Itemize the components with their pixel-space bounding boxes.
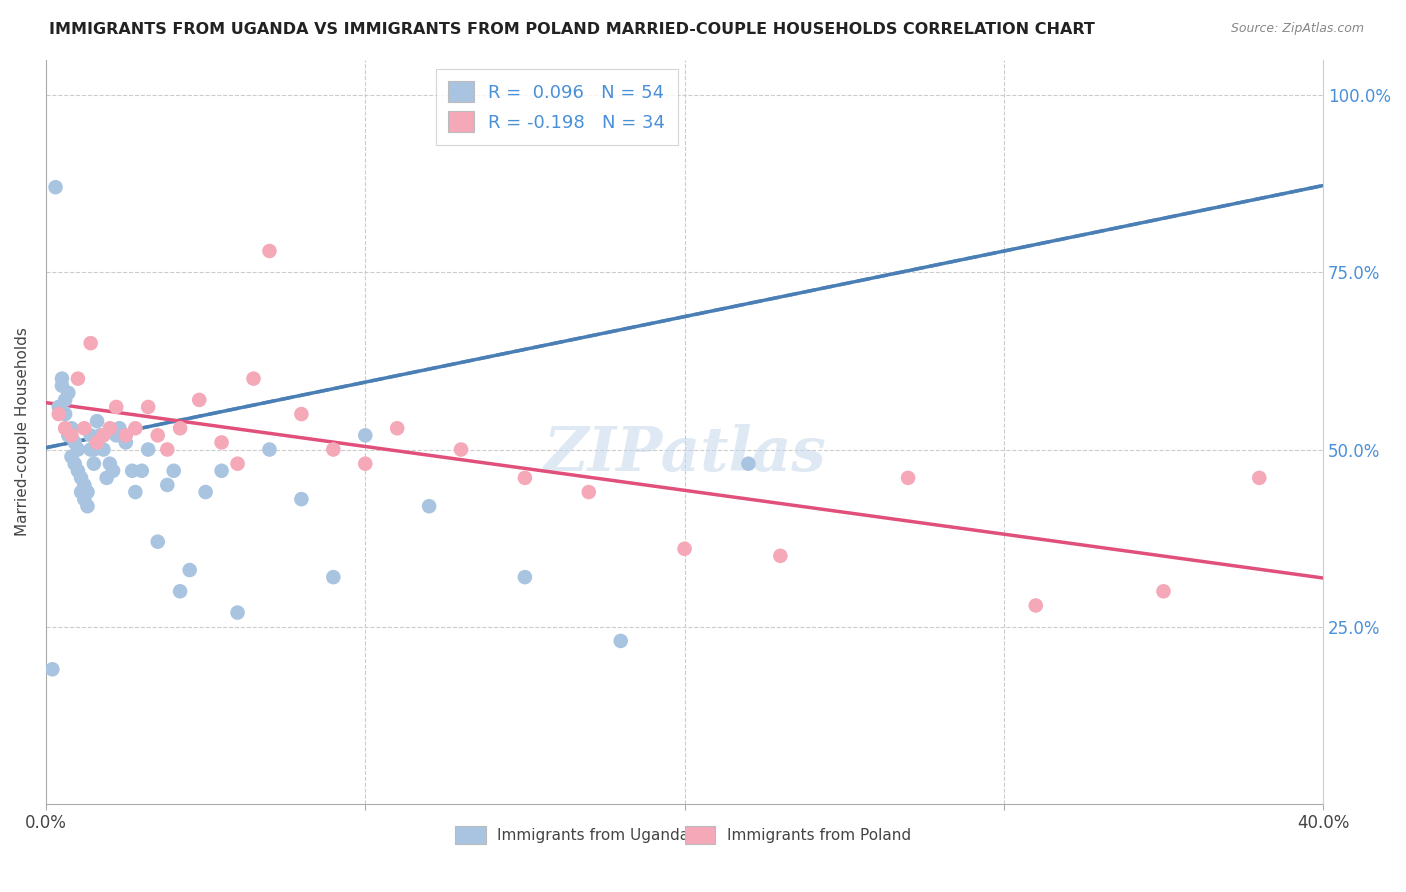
Point xyxy=(354,428,377,442)
Point xyxy=(60,421,83,435)
Point xyxy=(290,492,312,507)
Point xyxy=(609,634,631,648)
Point xyxy=(60,450,83,464)
Point xyxy=(86,414,108,428)
Point xyxy=(48,400,70,414)
Point xyxy=(58,385,80,400)
Point xyxy=(1153,584,1175,599)
Point xyxy=(51,371,73,385)
Point xyxy=(79,336,101,351)
Point xyxy=(194,485,217,500)
Point xyxy=(108,421,131,435)
Point xyxy=(121,464,143,478)
Point xyxy=(226,457,249,471)
Point xyxy=(93,428,115,442)
Legend: R =  0.096   N = 54, R = -0.198   N = 34: R = 0.096 N = 54, R = -0.198 N = 34 xyxy=(436,69,678,145)
Point xyxy=(211,464,233,478)
Point xyxy=(83,442,105,457)
Text: Immigrants from Uganda: Immigrants from Uganda xyxy=(496,828,689,843)
Point xyxy=(513,471,536,485)
Point xyxy=(188,392,211,407)
Text: ZIPatlas: ZIPatlas xyxy=(543,424,825,484)
Point xyxy=(769,549,792,563)
Point xyxy=(66,442,89,457)
Point xyxy=(169,421,191,435)
Point xyxy=(179,563,201,577)
Point xyxy=(63,457,86,471)
Point xyxy=(385,421,408,435)
Text: Immigrants from Poland: Immigrants from Poland xyxy=(727,828,911,843)
Point xyxy=(105,428,128,442)
Point xyxy=(70,471,93,485)
Point xyxy=(156,478,179,492)
Point xyxy=(114,435,136,450)
Point xyxy=(73,421,96,435)
Point xyxy=(66,371,89,385)
Y-axis label: Married-couple Households: Married-couple Households xyxy=(15,327,30,536)
Point xyxy=(322,442,344,457)
Point xyxy=(96,471,118,485)
Point xyxy=(737,457,759,471)
Point xyxy=(48,407,70,421)
Point xyxy=(98,421,121,435)
Point xyxy=(211,435,233,450)
Point xyxy=(673,541,696,556)
Point xyxy=(45,180,67,194)
Point xyxy=(60,428,83,442)
Point xyxy=(450,442,472,457)
Point xyxy=(259,442,281,457)
Point xyxy=(53,407,76,421)
Point xyxy=(93,442,115,457)
Point xyxy=(53,392,76,407)
Point xyxy=(322,570,344,584)
Point xyxy=(70,485,93,500)
Point xyxy=(58,428,80,442)
Point xyxy=(53,421,76,435)
Point xyxy=(79,442,101,457)
Point xyxy=(73,478,96,492)
Point xyxy=(76,500,98,514)
Point xyxy=(63,435,86,450)
Point xyxy=(513,570,536,584)
Text: Source: ZipAtlas.com: Source: ZipAtlas.com xyxy=(1230,22,1364,36)
Point xyxy=(124,421,146,435)
Point xyxy=(259,244,281,258)
Point xyxy=(89,428,111,442)
Point xyxy=(136,400,159,414)
Point xyxy=(242,371,264,385)
Point xyxy=(98,457,121,471)
Point xyxy=(79,428,101,442)
Point xyxy=(83,457,105,471)
Point xyxy=(290,407,312,421)
Point xyxy=(51,378,73,392)
Point xyxy=(146,534,169,549)
Point xyxy=(1249,471,1271,485)
Point xyxy=(76,485,98,500)
Point xyxy=(105,400,128,414)
Point xyxy=(156,442,179,457)
Point xyxy=(578,485,600,500)
Point xyxy=(66,464,89,478)
Point xyxy=(418,500,440,514)
Point xyxy=(897,471,920,485)
Point xyxy=(163,464,186,478)
Text: IMMIGRANTS FROM UGANDA VS IMMIGRANTS FROM POLAND MARRIED-COUPLE HOUSEHOLDS CORRE: IMMIGRANTS FROM UGANDA VS IMMIGRANTS FRO… xyxy=(49,22,1095,37)
Point xyxy=(169,584,191,599)
Point xyxy=(136,442,159,457)
Point xyxy=(101,464,124,478)
Point xyxy=(73,492,96,507)
Point xyxy=(1025,599,1047,613)
Point xyxy=(146,428,169,442)
Point xyxy=(131,464,153,478)
Point xyxy=(354,457,377,471)
Point xyxy=(41,662,63,676)
Point xyxy=(226,606,249,620)
Point xyxy=(114,428,136,442)
Point xyxy=(86,435,108,450)
Point xyxy=(124,485,146,500)
